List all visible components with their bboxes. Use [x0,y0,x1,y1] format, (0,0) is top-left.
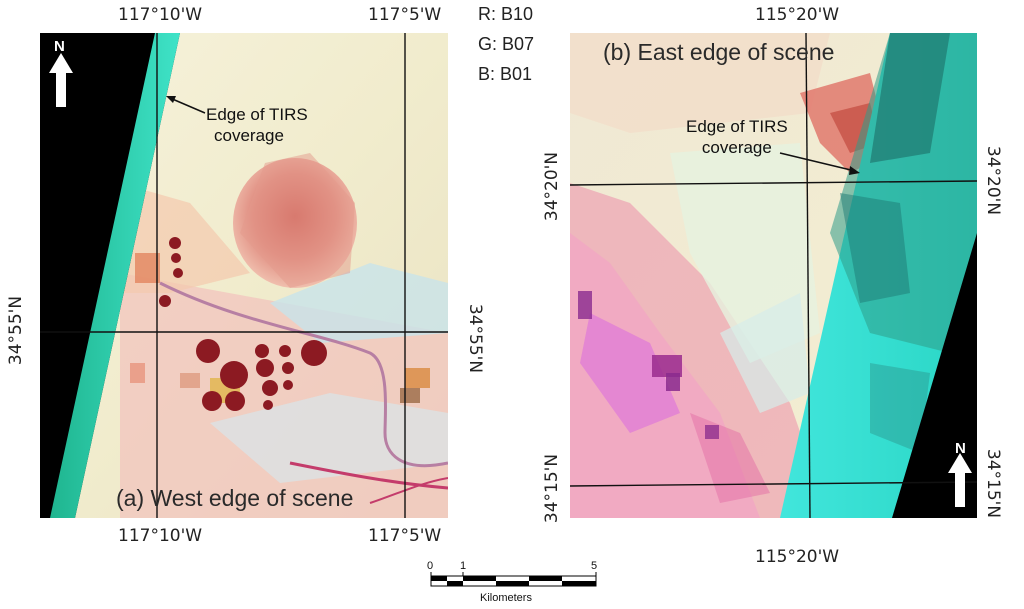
legend-red-band: R: B10 [478,4,534,24]
panel-a-annotation-line1: Edge of TIRS [206,105,308,124]
panel-b-lat-top-left: 34°20'N [542,151,563,222]
north-arrow-icon-a [49,53,73,107]
scale-tick-0: 0 [427,560,434,572]
panel-b-lat-bottom-right: 34°15'N [983,448,1004,519]
panel-a-bottom-lon-left: 117°10'W [118,526,203,546]
scale-tick-5: 5 [591,560,598,572]
north-arrow-icon-b [948,453,972,507]
panel-a-image [40,33,448,518]
panel-a-top-lon-left: 117°10'W [118,5,203,25]
panel-a-lat-left: 34°55'N [6,295,27,366]
panel-a-lat-right: 34°55'N [465,303,486,374]
scale-bar [430,572,597,587]
panel-b-annotation-line1: Edge of TIRS [686,117,788,136]
scale-tick-1: 1 [460,560,467,572]
panel-b-lat-top-right: 34°20'N [983,145,1004,216]
panel-b-annotation-line2: coverage [701,138,772,157]
panel-b-bottom-lon: 115°20'W [755,547,840,567]
panel-a-bottom-lon-right: 117°5'W [368,526,442,546]
panel-b-image [570,33,977,518]
panel-a-top-lon-right: 117°5'W [368,5,442,25]
panel-b-title: (b) East edge of scene [603,39,835,65]
panel-b-north-label: N [955,440,966,457]
scale-unit: Kilometers [480,592,532,604]
panel-a-annotation-line2: coverage [214,126,284,145]
panel-a-title: (a) West edge of scene [116,485,354,511]
panel-b-lat-bottom-left: 34°15'N [542,453,563,524]
panel-a-annotation: Edge of TIRS coverage [206,104,308,146]
panel-b-annotation: Edge of TIRS coverage [686,116,788,158]
panel-b-top-lon: 115°20'W [755,5,840,25]
legend-blue-band: B: B01 [478,64,533,84]
legend-green-band: G: B07 [478,34,535,54]
panel-a-north-label: N [54,38,65,55]
